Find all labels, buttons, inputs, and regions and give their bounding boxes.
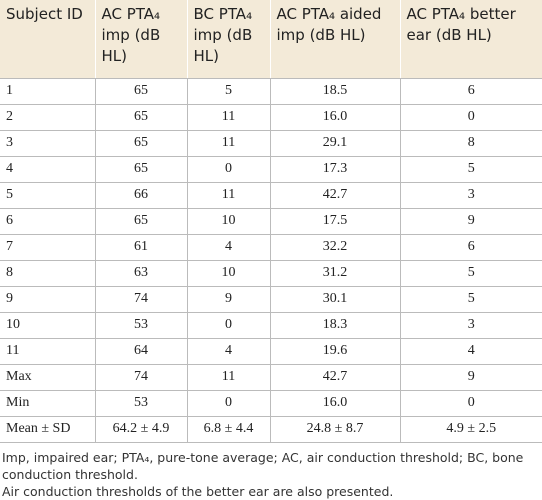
table-cell: 30.1 xyxy=(269,285,400,313)
table-cell: 65 xyxy=(94,155,187,183)
table-cell: 6 xyxy=(0,207,95,235)
footnote: Air conduction thresholds of the better … xyxy=(2,483,394,499)
table-cell: 0 xyxy=(186,155,270,183)
table-row: 1 65 5 18.5 6 xyxy=(0,77,542,105)
table-cell: 65 xyxy=(94,207,187,235)
table-cell: 10 xyxy=(0,311,95,339)
table-cell: 6 xyxy=(399,77,542,105)
header-cell: AC PTA₄ imp (dB HL) xyxy=(94,0,187,79)
header-cell: AC PTA₄ better ear (dB HL) xyxy=(399,0,542,79)
header-row: Subject ID AC PTA₄ imp (dB HL) BC PTA₄ imp… xyxy=(0,0,542,79)
table-body: 1 65 5 18.5 6 2 65 11 16.0 0 3 65 11 29.1 8 4 65 0 17.3 5 5 6… xyxy=(0,77,542,443)
table-cell: Mean ± SD xyxy=(0,415,95,443)
table-cell: 0 xyxy=(399,103,542,131)
table-cell: 3 xyxy=(399,181,542,209)
table-cell: 63 xyxy=(94,259,187,287)
table-cell: 5 xyxy=(186,77,270,105)
table-cell: 65 xyxy=(94,103,187,131)
table-row: 10 53 0 18.3 3 xyxy=(0,311,542,339)
table-cell: 74 xyxy=(94,363,187,391)
table-cell: 2 xyxy=(0,103,95,131)
table-cell: Min xyxy=(0,389,95,417)
table-cell: 6 xyxy=(399,233,542,261)
table-cell: 5 xyxy=(399,155,542,183)
table-cell: 11 xyxy=(186,181,270,209)
table-cell: 9 xyxy=(399,207,542,235)
table-cell: 18.3 xyxy=(269,311,400,339)
table-row: 6 65 10 17.5 9 xyxy=(0,207,542,235)
table-cell: 4 xyxy=(186,337,270,365)
table-row: 5 66 11 42.7 3 xyxy=(0,181,542,209)
table-cell: 1 xyxy=(0,77,95,105)
table-cell: 11 xyxy=(186,103,270,131)
footnote: Imp, impaired ear; PTA₄, pure-tone avera… xyxy=(2,449,524,482)
header-cell: AC PTA₄ aided imp (dB HL) xyxy=(269,0,400,79)
table-cell: 16.0 xyxy=(269,389,400,417)
table-cell: 8 xyxy=(0,259,95,287)
table-cell: 29.1 xyxy=(269,129,400,157)
table-row: 7 61 4 32.2 6 xyxy=(0,233,542,261)
table-cell: 10 xyxy=(186,259,270,287)
table-cell: 53 xyxy=(94,311,187,339)
table-row: Max 74 11 42.7 9 xyxy=(0,363,542,391)
table-cell: 5 xyxy=(399,259,542,287)
table-cell: 11 xyxy=(0,337,95,365)
footnotes: Imp, impaired ear; PTA₄, pure-tone avera… xyxy=(0,443,542,500)
header-cell: Subject ID xyxy=(0,0,95,79)
table-cell: 31.2 xyxy=(269,259,400,287)
table-row: 2 65 11 16.0 0 xyxy=(0,103,542,131)
table-cell: 53 xyxy=(94,389,187,417)
table-cell: 6.8 ± 4.4 xyxy=(186,415,270,443)
table-cell: 66 xyxy=(94,181,187,209)
table-cell: 3 xyxy=(399,311,542,339)
table-cell: 0 xyxy=(399,389,542,417)
table-cell: 64.2 ± 4.9 xyxy=(94,415,187,443)
table-cell: 5 xyxy=(399,285,542,313)
table-cell: 4 xyxy=(186,233,270,261)
table-cell: 17.3 xyxy=(269,155,400,183)
table-cell: 0 xyxy=(186,311,270,339)
table-cell: 42.7 xyxy=(269,363,400,391)
table-row: 9 74 9 30.1 5 xyxy=(0,285,542,313)
table-cell: Max xyxy=(0,363,95,391)
table-cell: 74 xyxy=(94,285,187,313)
table-cell: 4 xyxy=(399,337,542,365)
table-cell: 4 xyxy=(0,155,95,183)
table-cell: 8 xyxy=(399,129,542,157)
data-table: Subject ID AC PTA₄ imp (dB HL) BC PTA₄ imp… xyxy=(0,0,542,443)
table-cell: 3 xyxy=(0,129,95,157)
header-cell: BC PTA₄ imp (dB HL) xyxy=(186,0,270,79)
table-cell: 65 xyxy=(94,77,187,105)
table-cell: 18.5 xyxy=(269,77,400,105)
table-cell: 32.2 xyxy=(269,233,400,261)
table-cell: 4.9 ± 2.5 xyxy=(399,415,542,443)
table-cell: 17.5 xyxy=(269,207,400,235)
table-cell: 65 xyxy=(94,129,187,157)
table-cell: 9 xyxy=(186,285,270,313)
table-cell: 9 xyxy=(0,285,95,313)
table-cell: 42.7 xyxy=(269,181,400,209)
table-row: 11 64 4 19.6 4 xyxy=(0,337,542,365)
table-cell: 0 xyxy=(186,389,270,417)
table-cell: 5 xyxy=(0,181,95,209)
table-cell: 11 xyxy=(186,363,270,391)
table-cell: 10 xyxy=(186,207,270,235)
table-row: Mean ± SD 64.2 ± 4.9 6.8 ± 4.4 24.8 ± 8.7 4.… xyxy=(0,415,542,443)
table-cell: 64 xyxy=(94,337,187,365)
table-cell: 19.6 xyxy=(269,337,400,365)
table-cell: 7 xyxy=(0,233,95,261)
table-cell: 11 xyxy=(186,129,270,157)
table-cell: 9 xyxy=(399,363,542,391)
table-row: 8 63 10 31.2 5 xyxy=(0,259,542,287)
table-row: 4 65 0 17.3 5 xyxy=(0,155,542,183)
table-row: Min 53 0 16.0 0 xyxy=(0,389,542,417)
table-cell: 16.0 xyxy=(269,103,400,131)
table-row: 3 65 11 29.1 8 xyxy=(0,129,542,157)
table-cell: 24.8 ± 8.7 xyxy=(269,415,400,443)
table-cell: 61 xyxy=(94,233,187,261)
